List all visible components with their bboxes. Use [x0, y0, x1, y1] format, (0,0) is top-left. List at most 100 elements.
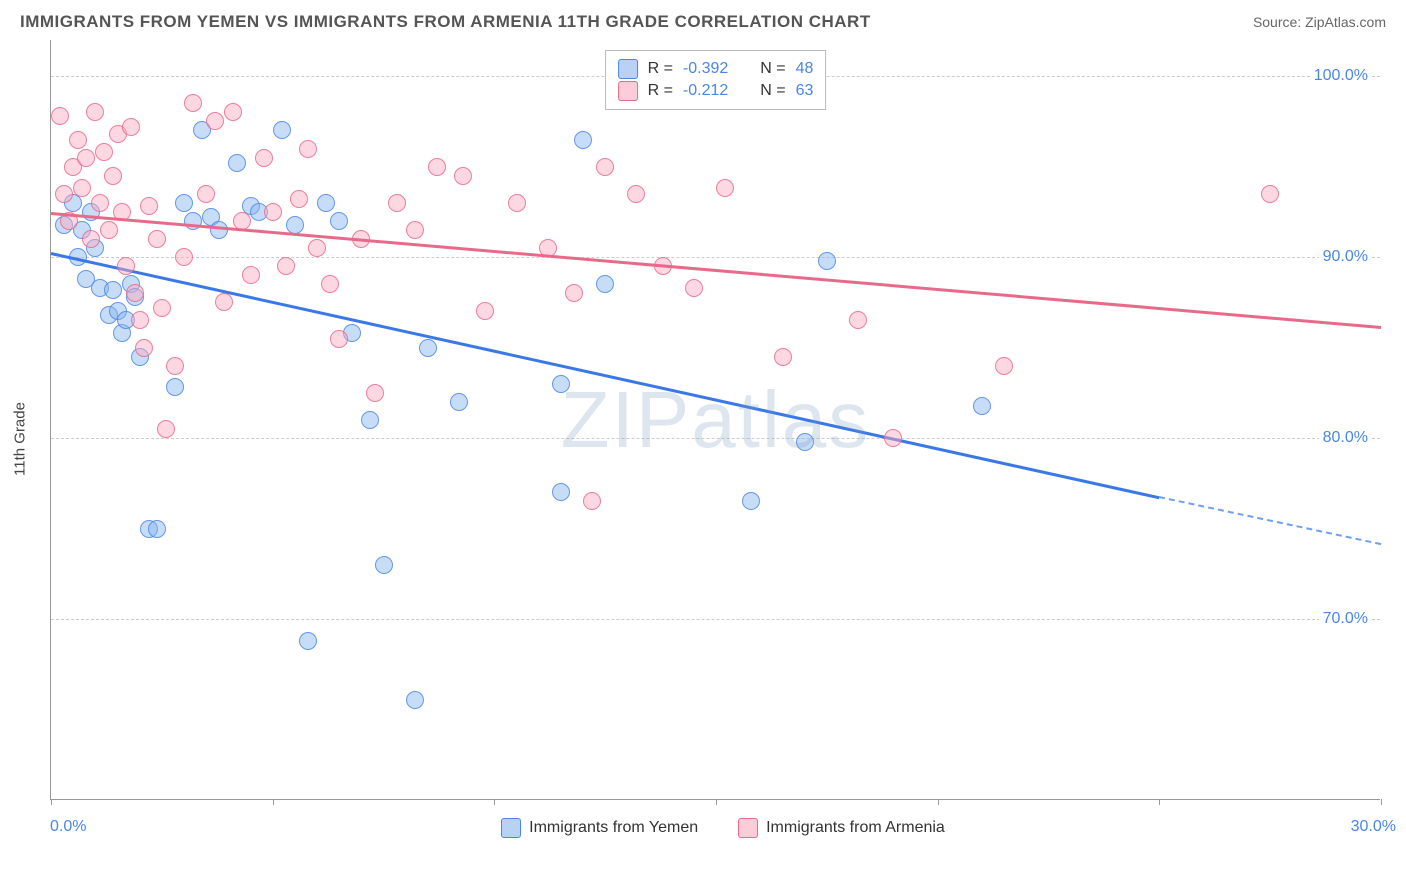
- data-point-yemen: [973, 397, 991, 415]
- data-point-armenia: [299, 140, 317, 158]
- data-point-armenia: [77, 149, 95, 167]
- y-axis-label: 11th Grade: [12, 402, 29, 476]
- data-point-armenia: [308, 239, 326, 257]
- data-point-armenia: [406, 221, 424, 239]
- data-point-armenia: [716, 179, 734, 197]
- data-point-yemen: [796, 433, 814, 451]
- data-point-armenia: [255, 149, 273, 167]
- xtick: [938, 799, 939, 805]
- watermark-text: ZIPatlas: [561, 374, 870, 466]
- data-point-armenia: [596, 158, 614, 176]
- data-point-armenia: [476, 302, 494, 320]
- data-point-armenia: [264, 203, 282, 221]
- data-point-armenia: [135, 339, 153, 357]
- data-point-armenia: [166, 357, 184, 375]
- data-point-armenia: [131, 311, 149, 329]
- chart-source: Source: ZipAtlas.com: [1253, 14, 1386, 30]
- data-point-armenia: [685, 279, 703, 297]
- data-point-yemen: [286, 216, 304, 234]
- data-point-armenia: [86, 103, 104, 121]
- data-point-armenia: [242, 266, 260, 284]
- gridline: [51, 438, 1380, 439]
- legend-row-yemen: R = -0.392 N = 48: [618, 59, 814, 79]
- data-point-armenia: [583, 492, 601, 510]
- xtick: [716, 799, 717, 805]
- data-point-armenia: [91, 194, 109, 212]
- swatch-blue-icon: [501, 818, 521, 838]
- chart-header: IMMIGRANTS FROM YEMEN VS IMMIGRANTS FROM…: [0, 0, 1406, 40]
- data-point-yemen: [361, 411, 379, 429]
- data-point-yemen: [375, 556, 393, 574]
- data-point-armenia: [995, 357, 1013, 375]
- data-point-armenia: [884, 429, 902, 447]
- ytick-label: 80.0%: [1319, 429, 1372, 447]
- data-point-yemen: [552, 483, 570, 501]
- data-point-armenia: [454, 167, 472, 185]
- ytick-label: 100.0%: [1310, 67, 1372, 85]
- data-point-armenia: [290, 190, 308, 208]
- xtick: [1381, 799, 1382, 805]
- xtick: [494, 799, 495, 805]
- plot-area: ZIPatlas R = -0.392 N = 48 R = -0.212 N …: [50, 40, 1380, 800]
- data-point-armenia: [215, 293, 233, 311]
- data-point-armenia: [148, 230, 166, 248]
- data-point-armenia: [224, 103, 242, 121]
- swatch-blue-icon: [618, 59, 638, 79]
- data-point-yemen: [742, 492, 760, 510]
- data-point-yemen: [450, 393, 468, 411]
- data-point-armenia: [126, 284, 144, 302]
- gridline: [51, 257, 1380, 258]
- data-point-armenia: [774, 348, 792, 366]
- data-point-armenia: [82, 230, 100, 248]
- data-point-yemen: [104, 281, 122, 299]
- ytick-label: 90.0%: [1319, 248, 1372, 266]
- chart-title: IMMIGRANTS FROM YEMEN VS IMMIGRANTS FROM…: [20, 12, 871, 32]
- data-point-yemen: [166, 378, 184, 396]
- data-point-armenia: [366, 384, 384, 402]
- data-point-armenia: [321, 275, 339, 293]
- x-max-label: 30.0%: [1351, 818, 1396, 836]
- xtick: [273, 799, 274, 805]
- data-point-yemen: [175, 194, 193, 212]
- data-point-yemen: [148, 520, 166, 538]
- correlation-legend: R = -0.392 N = 48 R = -0.212 N = 63: [605, 50, 827, 110]
- data-point-armenia: [197, 185, 215, 203]
- series-legend: Immigrants from Yemen Immigrants from Ar…: [501, 818, 945, 838]
- data-point-yemen: [574, 131, 592, 149]
- data-point-armenia: [428, 158, 446, 176]
- data-point-yemen: [406, 691, 424, 709]
- chart-container: 11th Grade ZIPatlas R = -0.392 N = 48 R …: [50, 40, 1396, 838]
- data-point-armenia: [153, 299, 171, 317]
- data-point-armenia: [849, 311, 867, 329]
- data-point-yemen: [210, 221, 228, 239]
- legend-row-armenia: R = -0.212 N = 63: [618, 81, 814, 101]
- data-point-yemen: [596, 275, 614, 293]
- data-point-armenia: [508, 194, 526, 212]
- legend-item-yemen: Immigrants from Yemen: [501, 818, 698, 838]
- x-min-label: 0.0%: [50, 818, 86, 836]
- data-point-armenia: [627, 185, 645, 203]
- xtick: [51, 799, 52, 805]
- data-point-armenia: [100, 221, 118, 239]
- data-point-armenia: [104, 167, 122, 185]
- data-point-armenia: [69, 131, 87, 149]
- xtick: [1159, 799, 1160, 805]
- data-point-armenia: [184, 94, 202, 112]
- swatch-pink-icon: [738, 818, 758, 838]
- trendline-extrapolated-yemen: [1159, 496, 1381, 545]
- data-point-armenia: [140, 197, 158, 215]
- data-point-yemen: [228, 154, 246, 172]
- data-point-yemen: [299, 632, 317, 650]
- x-axis-row: 0.0% Immigrants from Yemen Immigrants fr…: [50, 818, 1396, 838]
- legend-item-armenia: Immigrants from Armenia: [738, 818, 945, 838]
- data-point-armenia: [330, 330, 348, 348]
- data-point-yemen: [818, 252, 836, 270]
- data-point-armenia: [73, 179, 91, 197]
- gridline: [51, 619, 1380, 620]
- ytick-label: 70.0%: [1319, 610, 1372, 628]
- data-point-yemen: [552, 375, 570, 393]
- data-point-armenia: [565, 284, 583, 302]
- data-point-yemen: [273, 121, 291, 139]
- swatch-pink-icon: [618, 81, 638, 101]
- data-point-armenia: [157, 420, 175, 438]
